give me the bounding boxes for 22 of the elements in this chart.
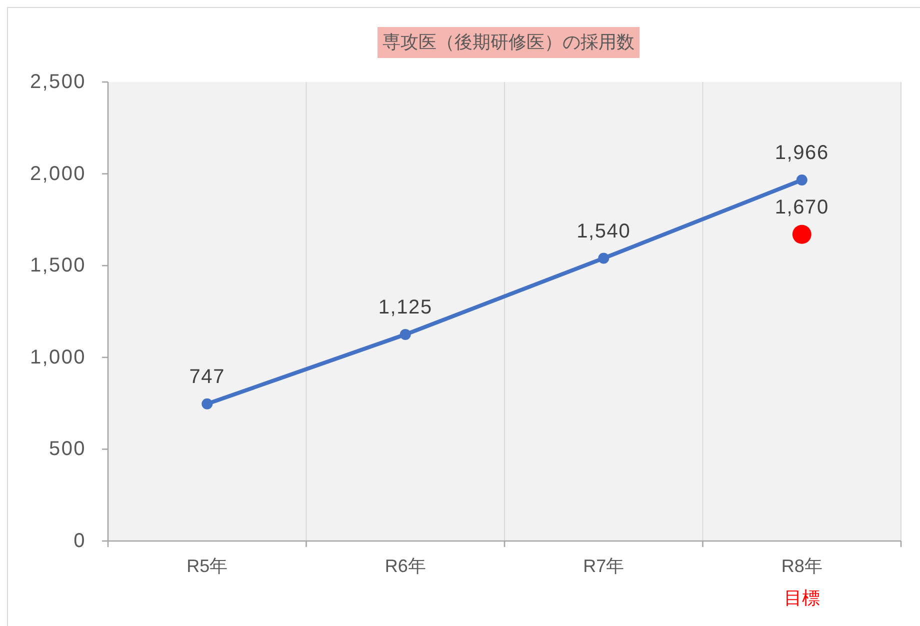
point <box>792 224 812 244</box>
point <box>202 398 213 410</box>
point <box>400 328 411 340</box>
y-tick-label: 1,000 <box>30 346 86 368</box>
data-label: 1,670 <box>774 196 829 218</box>
point <box>598 252 610 264</box>
y-tick-label: 2,500 <box>30 71 86 93</box>
x-tick-label: R6年 <box>384 556 426 576</box>
y-tick-label: 0 <box>74 530 86 552</box>
data-label: 1,540 <box>576 220 631 242</box>
x-tick-label: R5年 <box>186 556 228 576</box>
y-tick-label: 500 <box>49 438 86 460</box>
point <box>796 174 808 186</box>
chart-title: 専攻医（後期研修医）の採用数 <box>382 32 634 52</box>
x-tick-label: R7年 <box>583 556 624 576</box>
y-tick-label: 1,500 <box>30 254 86 277</box>
data-label: 1,125 <box>378 296 432 318</box>
data-label: 747 <box>189 366 226 388</box>
y-tick-label: 2,000 <box>30 162 86 185</box>
x-tick-label: R8年 <box>781 556 822 576</box>
data-label: 1,966 <box>774 142 829 164</box>
text: 目標 <box>784 588 820 608</box>
